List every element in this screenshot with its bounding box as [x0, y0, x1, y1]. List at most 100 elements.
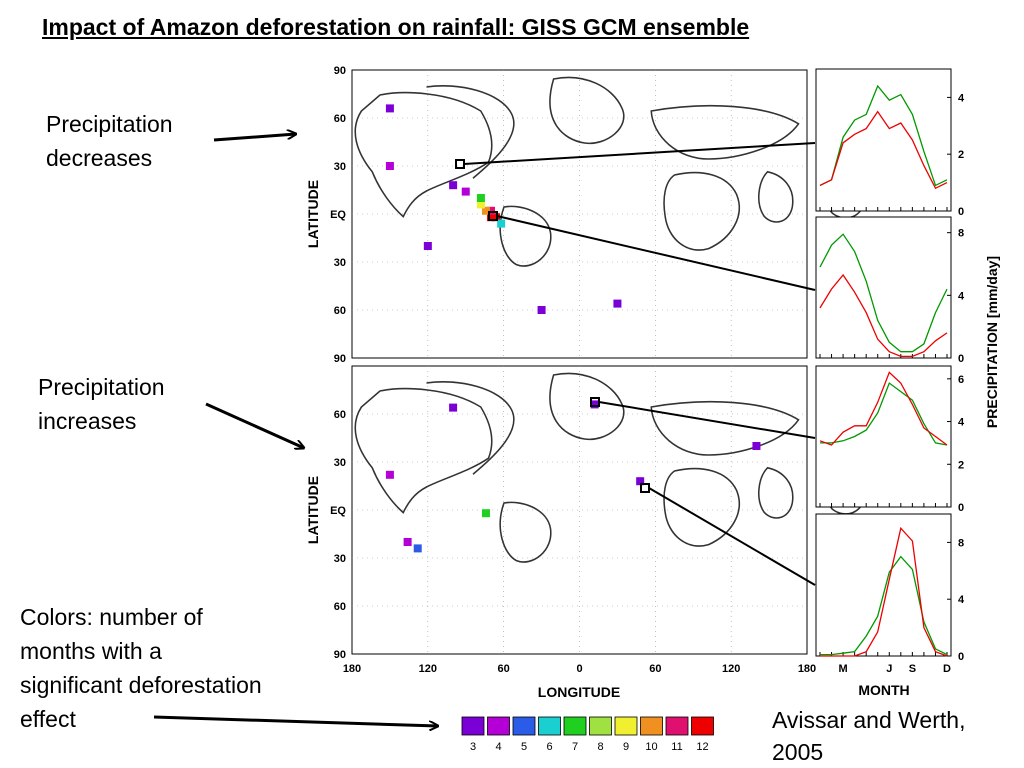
- legend-swatch: [614, 716, 638, 736]
- inset-series-red: [819, 110, 948, 190]
- map-xtick-label: 0: [576, 663, 582, 675]
- arrow-colors: [153, 715, 438, 726]
- legend-swatch: [538, 716, 561, 736]
- legend-label: 12: [696, 741, 708, 753]
- legend-label: 10: [645, 741, 657, 753]
- color-legend: 3 4 5 6 7 8 9 10 11 12: [461, 716, 714, 753]
- inset-ytick-label: 0: [958, 353, 964, 365]
- inset-ytick-label: 2: [958, 459, 964, 471]
- map-ytick-label: 60: [334, 601, 346, 613]
- map-ytick-label: 30: [334, 257, 346, 269]
- heatmap-cell: [385, 104, 394, 113]
- legend-label: 4: [495, 741, 501, 753]
- map-ytick-label: EQ: [330, 505, 346, 517]
- note-increase-line2: increases: [38, 408, 137, 434]
- map-xtick-label: 60: [649, 663, 661, 675]
- legend-swatch: [665, 716, 689, 736]
- arrow-decrease: [213, 134, 296, 142]
- map-ytick-label: 90: [334, 353, 346, 365]
- heatmap-cell: [481, 206, 490, 215]
- bottom-map-cells: [385, 400, 761, 553]
- inset-ytick-label: 6: [958, 374, 964, 386]
- note-colors-line1: Colors: number of: [20, 604, 203, 630]
- heatmap-cell: [613, 299, 622, 308]
- inset-ytick-label: 8: [958, 537, 964, 549]
- legend-label: 3: [470, 741, 476, 753]
- map-xtick-label: 120: [419, 663, 437, 675]
- map-xtick-label: 180: [343, 663, 361, 675]
- credit-line2: 2005: [772, 739, 824, 765]
- top-map-cells: [385, 104, 622, 314]
- inset-ytick-label: 0: [958, 502, 964, 514]
- inset-series-green: [820, 555, 948, 656]
- heatmap-cell: [385, 470, 394, 479]
- note-increase-line1: Precipitation: [38, 374, 165, 400]
- map-gridlines: [352, 70, 807, 654]
- heatmap-cell: [403, 538, 412, 546]
- legend-label: 5: [521, 741, 527, 753]
- inset-ytick-label: 0: [958, 206, 964, 218]
- heatmap-cell: [481, 509, 490, 518]
- heatmap-cell: [423, 242, 432, 250]
- credit: Avissar and Werth, 2005: [772, 704, 965, 768]
- inset-frame: [815, 68, 952, 212]
- map-ytick-label: 60: [334, 113, 346, 125]
- map-ytick-label: 30: [334, 457, 346, 469]
- map-ytick-label: 30: [334, 553, 346, 565]
- heatmap-cell: [385, 162, 394, 170]
- inset-series-green: [819, 84, 948, 187]
- legend-swatch: [461, 716, 485, 736]
- heatmap-cell: [497, 219, 506, 228]
- bottom-map-ylabel: LATITUDE: [305, 476, 321, 544]
- note-increase: Precipitation increases: [38, 370, 165, 438]
- inset-ytick-label: 2: [958, 149, 964, 161]
- inset-ytick-label: 8: [958, 228, 964, 240]
- note-colors-line3: significant deforestation: [20, 672, 262, 698]
- legend-label: 9: [623, 741, 629, 753]
- note-colors-line4: effect: [20, 706, 76, 732]
- heatmap-cell: [590, 400, 599, 409]
- note-colors-line2: months with a: [20, 638, 162, 664]
- inset-series-green: [820, 382, 948, 446]
- bottom-map-xlabel: LONGITUDE: [538, 684, 620, 700]
- heatmap-cell: [413, 544, 422, 553]
- inset-ytick-label: 4: [958, 290, 965, 302]
- heatmap-cell: [636, 477, 645, 486]
- inset-xtick-label: J: [886, 663, 892, 675]
- inset-series-red: [819, 273, 948, 358]
- inset-xtick-label: M: [839, 663, 848, 675]
- inset-xlabel: MONTH: [858, 682, 909, 698]
- slide-title: Impact of Amazon deforestation on rainfa…: [42, 14, 750, 40]
- heatmap-cell: [461, 187, 470, 196]
- legend-label: 8: [597, 741, 603, 753]
- legend-label: 11: [671, 741, 682, 753]
- map-ytick-label: 90: [334, 65, 346, 77]
- inset-xtick-label: S: [909, 663, 916, 675]
- inset-series-red: [819, 371, 948, 446]
- inset-xtick-label: D: [943, 663, 951, 675]
- heatmap-cell: [487, 213, 496, 222]
- legend-label: 6: [546, 741, 552, 753]
- heatmap-cell: [476, 194, 485, 202]
- note-decrease: Precipitation decreases: [46, 107, 173, 175]
- map-tick-labels: 90 60 30 EQ 30 60 90 60 30 EQ 30 60 90 180 120 60 0 60 120…: [330, 65, 816, 675]
- inset-ytick-label: 4: [958, 594, 965, 606]
- map-ytick-label: 30: [334, 161, 346, 173]
- heatmap-cell: [752, 442, 761, 450]
- map-ytick-label: EQ: [330, 209, 346, 221]
- heatmap-cell: [537, 306, 546, 314]
- insets-ylabel: PRECIPITATION [mm/day]: [984, 256, 1000, 428]
- heatmap-cell: [476, 200, 485, 209]
- note-colors: Colors: number of months with a signific…: [20, 600, 262, 736]
- inset-series-green: [819, 233, 948, 353]
- inset-series-red: [820, 526, 948, 657]
- map-xtick-label: 120: [722, 663, 740, 675]
- legend-swatch: [512, 716, 536, 736]
- map-xtick-label: 60: [498, 663, 510, 675]
- inset-panels: 0 2 4 0 4 8 0 2 4 6 0 4 8 M J S D: [815, 68, 965, 675]
- heatmap-cell: [449, 403, 458, 412]
- inset-frame: [815, 216, 952, 359]
- credit-line1: Avissar and Werth,: [772, 707, 966, 733]
- heatmap-cell: [487, 206, 496, 215]
